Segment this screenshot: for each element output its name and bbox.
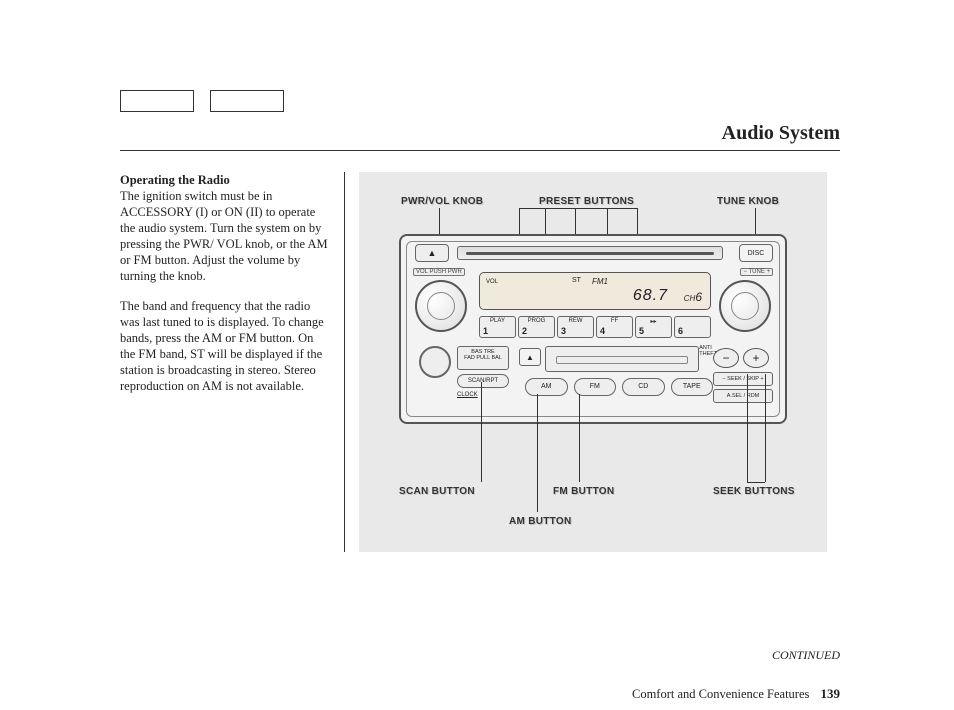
lcd-band: FM1 [592, 277, 608, 286]
callout-fm: FM BUTTON [553, 486, 614, 497]
continued-label: CONTINUED [772, 648, 840, 663]
callout-scan: SCAN BUTTON [399, 486, 475, 497]
vol-knob-label: VOL PUSH PWR [413, 268, 465, 276]
page-title: Audio System [722, 122, 840, 145]
tune-knob[interactable] [719, 280, 771, 332]
preset-button-6[interactable]: 6 [674, 316, 711, 338]
seek-plus-button[interactable]: + [743, 348, 769, 368]
page-footer: Comfort and Convenience Features 139 [632, 686, 840, 702]
preset-button-2[interactable]: PROG2 [518, 316, 555, 338]
footer-section: Comfort and Convenience Features [632, 687, 809, 701]
body-text: Operating the Radio The ignition switch … [120, 172, 345, 552]
cassette-eject-button[interactable]: ▲ [519, 348, 541, 366]
tune-knob-label: − TUNE + [740, 268, 773, 276]
callout-tune: TUNE KNOB [717, 196, 779, 207]
preset-button-5[interactable]: ▸▸5 [635, 316, 672, 338]
eq-button[interactable]: BAS TREFAD PULL BAL [457, 346, 509, 370]
aux-knob[interactable] [419, 346, 451, 378]
scan-rpt-button[interactable]: SCAN/RPT [457, 374, 509, 388]
callout-seek: SEEK BUTTONS [713, 486, 795, 497]
lcd-vol-label: VOL [486, 279, 498, 285]
paragraph-1: The ignition switch must be in ACCESSORY… [120, 189, 328, 283]
cd-slot [457, 246, 723, 260]
preset-button-4[interactable]: FF4 [596, 316, 633, 338]
tab-blank-1 [120, 90, 194, 112]
preset-button-1[interactable]: PLAY1 [479, 316, 516, 338]
callout-pwr-vol: PWR/VOL KNOB [401, 196, 483, 207]
paragraph-2: The band and frequency that the radio wa… [120, 298, 330, 394]
seek-skip-button[interactable]: − SEEK / SKIP + [713, 372, 773, 386]
header-tabs [120, 90, 284, 112]
mode-button-cd[interactable]: CD [622, 378, 665, 396]
callout-preset: PRESET BUTTONS [539, 196, 634, 207]
preset-buttons-row: PLAY1PROG2REW3FF4▸▸56 [479, 316, 711, 338]
callout-am: AM BUTTON [509, 516, 572, 527]
lcd-channel: CH6 [684, 290, 702, 304]
mode-button-tape[interactable]: TAPE [671, 378, 714, 396]
section-heading: Operating the Radio [120, 173, 230, 187]
preset-button-3[interactable]: REW3 [557, 316, 594, 338]
clock-label: CLOCK [457, 392, 478, 398]
cassette-slot [545, 346, 699, 372]
pwr-vol-knob[interactable] [415, 280, 467, 332]
radio-panel: ▲ DISC VOL PUSH PWR − TUNE + VOL ST FM1 … [399, 234, 787, 424]
mode-button-am[interactable]: AM [525, 378, 568, 396]
radio-figure: PWR/VOL KNOB PRESET BUTTONS TUNE KNOB ▲ … [359, 172, 827, 552]
lcd-display: VOL ST FM1 68.7 CH6 [479, 272, 711, 310]
asel-rdm-button[interactable]: A.SEL / RDM [713, 389, 773, 403]
lcd-stereo-indicator: ST [572, 277, 581, 284]
footer-page-number: 139 [821, 686, 841, 701]
tab-blank-2 [210, 90, 284, 112]
seek-minus-button[interactable]: − [713, 348, 739, 368]
mode-buttons-row: AMFMCDTAPE [525, 378, 713, 396]
title-rule [120, 150, 840, 151]
cd-eject-button[interactable]: ▲ [415, 244, 449, 262]
disc-logo-icon: DISC [739, 244, 773, 262]
lcd-frequency: 68.7 [633, 287, 668, 305]
